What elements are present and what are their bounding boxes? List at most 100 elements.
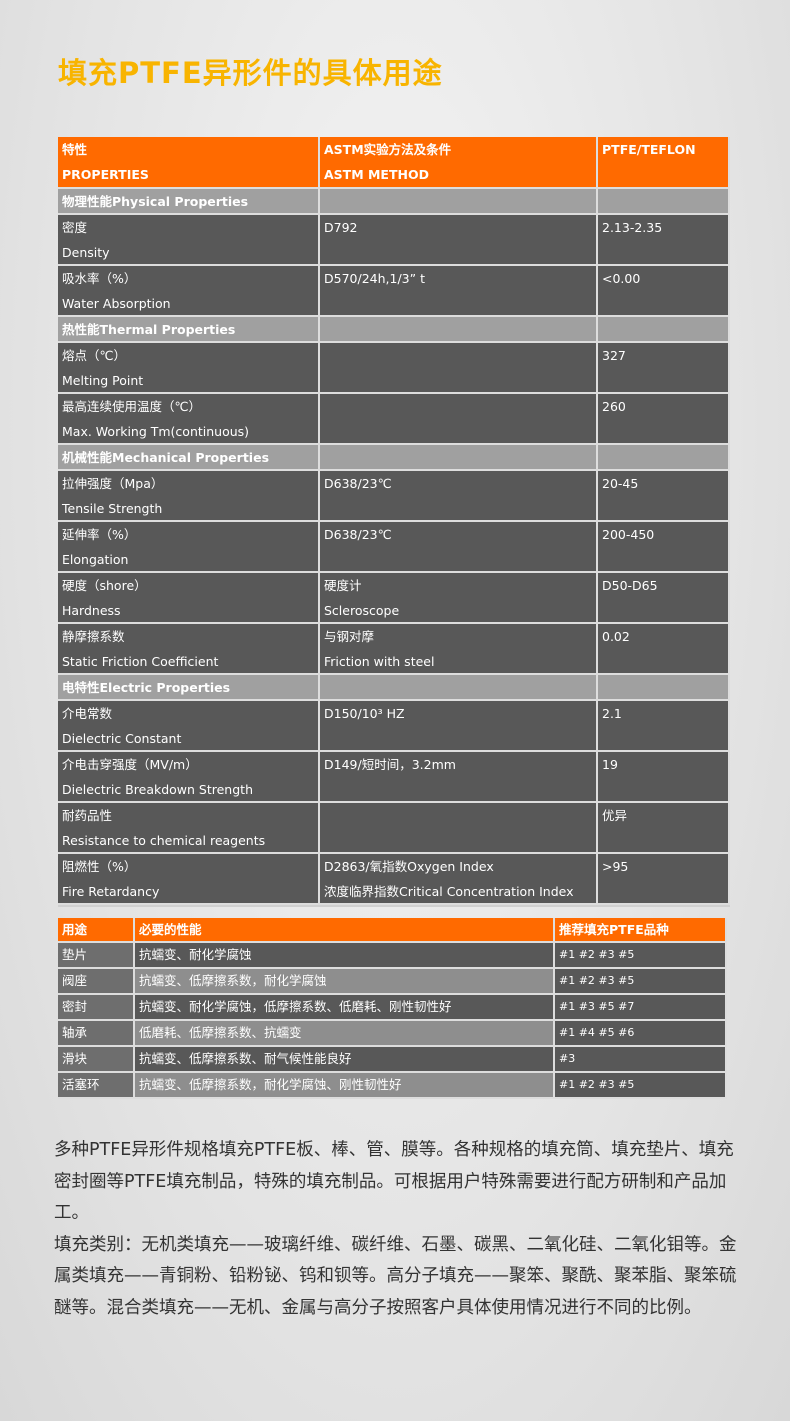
data-cell: #1 #3 #5 #7 xyxy=(555,995,727,1021)
data-row: 活塞环 抗蠕变、低摩擦系数，耐化学腐蚀、刚性韧性好 #1 #2 #3 #5 xyxy=(58,1073,727,1099)
data-cell: #3 xyxy=(555,1047,727,1073)
data-cell: >95 xyxy=(598,854,730,905)
cell-text: Fire Retardancy xyxy=(62,884,160,899)
cell-text: D50-D65 xyxy=(602,578,658,593)
cell-text: Hardness xyxy=(62,603,121,618)
data-cell xyxy=(320,803,598,854)
cell-text: 硬度计 xyxy=(324,578,362,593)
cell-text: Elongation xyxy=(62,552,129,567)
cell-text: 19 xyxy=(602,757,618,772)
data-row: 轴承 低磨耗、低摩擦系数、抗蠕变 #1 #4 #5 #6 xyxy=(58,1021,727,1047)
data-cell: 0.02 xyxy=(598,624,730,675)
data-cell: #1 #4 #5 #6 xyxy=(555,1021,727,1047)
cell-text: 抗蠕变、耐化学腐蚀 xyxy=(139,947,252,962)
section-row: 机械性能Mechanical Properties xyxy=(58,445,730,471)
cell-text: Water Absorption xyxy=(62,296,171,311)
cell-text: Static Friction Coefficient xyxy=(62,654,219,669)
data-cell: 硬度计 Scleroscope xyxy=(320,573,598,624)
data-cell: #1 #2 #3 #5 xyxy=(555,1073,727,1099)
header-text: PROPERTIES xyxy=(62,167,149,182)
data-cell: 密度 Density xyxy=(58,215,320,266)
paragraph: 多种PTFE异形件规格填充PTFE板、棒、管、膜等。各种规格的填充筒、填充垫片、… xyxy=(54,1140,734,1223)
data-cell: 拉伸强度（Mpa） Tensile Strength xyxy=(58,471,320,522)
data-cell: 垫片 xyxy=(58,943,135,969)
data-cell: D149/短时间，3.2mm xyxy=(320,752,598,803)
section-title: 电特性Electric Properties xyxy=(62,680,231,695)
cell-text: 浓度临界指数Critical Concentration Index xyxy=(324,884,574,899)
data-cell: #1 #2 #3 #5 xyxy=(555,969,727,995)
cell-text: 密封 xyxy=(62,999,88,1014)
cell-text: #1 #2 #3 #5 xyxy=(559,948,635,961)
data-cell: 硬度（shore） Hardness xyxy=(58,573,320,624)
data-cell: 200-450 xyxy=(598,522,730,573)
data-cell: 抗蠕变、耐化学腐蚀 xyxy=(135,943,555,969)
section-cell xyxy=(320,317,598,343)
paragraph: 填充类别：无机类填充——玻璃纤维、碳纤维、石墨、碳黑、二氧化硅、二氧化钼等。金属… xyxy=(54,1234,737,1318)
header-cell: ASTM实验方法及条件 ASTM METHOD xyxy=(320,137,598,189)
section-cell xyxy=(598,675,730,701)
header-text: 特性 xyxy=(62,142,88,157)
cell-text: D149/短时间，3.2mm xyxy=(324,757,456,772)
cell-text: 活塞环 xyxy=(62,1077,100,1092)
data-cell: <0.00 xyxy=(598,266,730,317)
section-cell: 电特性Electric Properties xyxy=(58,675,320,701)
data-cell: 2.13-2.35 xyxy=(598,215,730,266)
data-cell: D2863/氧指数Oxygen Index 浓度临界指数Critical Conc… xyxy=(320,854,598,905)
data-cell: 耐药品性 Resistance to chemical reagents xyxy=(58,803,320,854)
cell-text: 最高连续使用温度（℃） xyxy=(62,399,202,414)
section-cell: 机械性能Mechanical Properties xyxy=(58,445,320,471)
section-title: 热性能Thermal Properties xyxy=(62,322,236,337)
header-cell: PTFE/TEFLON xyxy=(598,137,730,189)
properties-table: 特性 PROPERTIES ASTM实验方法及条件 ASTM METHOD PTFE/T… xyxy=(58,137,730,907)
cell-text: D150/10³ HZ xyxy=(324,706,405,721)
cell-text: 260 xyxy=(602,399,626,414)
cell-text: 延伸率（%） xyxy=(62,527,137,542)
cell-text: Dielectric Breakdown Strength xyxy=(62,782,253,797)
header-cell: 特性 PROPERTIES xyxy=(58,137,320,189)
data-row: 延伸率（%） Elongation D638/23℃ 200-450 xyxy=(58,522,730,573)
cell-text: 滑块 xyxy=(62,1051,88,1066)
data-cell: 延伸率（%） Elongation xyxy=(58,522,320,573)
section-title: 物理性能Physical Properties xyxy=(62,194,249,209)
description: 多种PTFE异形件规格填充PTFE板、棒、管、膜等。各种规格的填充筒、填充垫片、… xyxy=(54,1135,738,1324)
data-row: 密度 Density D792 2.13-2.35 xyxy=(58,215,730,266)
data-cell: 抗蠕变、低摩擦系数、耐气候性能良好 xyxy=(135,1047,555,1073)
data-cell: 327 xyxy=(598,343,730,394)
filler-table: 用途 必要的性能 推荐填充PTFE品种 垫片 抗蠕变、耐化学腐蚀 #1 #2 #3 #5 阀… xyxy=(58,918,727,1099)
data-cell: 密封 xyxy=(58,995,135,1021)
cell-text: 优异 xyxy=(602,808,628,823)
section-cell: 热性能Thermal Properties xyxy=(58,317,320,343)
header-row: 特性 PROPERTIES ASTM实验方法及条件 ASTM METHOD PTFE/T… xyxy=(58,137,730,189)
data-cell: 介电击穿强度（MV/m） Dielectric Breakdown Strengt… xyxy=(58,752,320,803)
data-cell xyxy=(320,394,598,445)
cell-text: 吸水率（%） xyxy=(62,271,137,286)
data-cell: 优异 xyxy=(598,803,730,854)
cell-text: 20-45 xyxy=(602,476,639,491)
data-cell: 与钢对摩 Friction with steel xyxy=(320,624,598,675)
data-row: 熔点（℃） Melting Point 327 xyxy=(58,343,730,394)
cell-text: #1 #4 #5 #6 xyxy=(559,1026,635,1039)
cell-text: 抗蠕变、耐化学腐蚀，低摩擦系数、低磨耗、刚性韧性好 xyxy=(139,999,452,1014)
cell-text: #1 #2 #3 #5 xyxy=(559,974,635,987)
cell-text: Resistance to chemical reagents xyxy=(62,833,266,848)
data-cell: 低磨耗、低摩擦系数、抗蠕变 xyxy=(135,1021,555,1047)
page-title: 填充PTFE异形件的具体用途 xyxy=(58,56,443,90)
data-cell: 介电常数 Dielectric Constant xyxy=(58,701,320,752)
data-cell: 最高连续使用温度（℃） Max. Working Tm(continuous) xyxy=(58,394,320,445)
data-cell: 抗蠕变、低摩擦系数，耐化学腐蚀 xyxy=(135,969,555,995)
cell-text: 介电常数 xyxy=(62,706,113,721)
section-cell xyxy=(320,189,598,215)
data-row: 硬度（shore） Hardness 硬度计 Scleroscope D50-D65 xyxy=(58,573,730,624)
cell-text: Tensile Strength xyxy=(62,501,163,516)
cell-text: 抗蠕变、低摩擦系数，耐化学腐蚀、刚性韧性好 xyxy=(139,1077,402,1092)
cell-text: D570/24h,1/3” t xyxy=(324,271,425,286)
data-cell: 静摩擦系数 Static Friction Coefficient xyxy=(58,624,320,675)
data-cell: 活塞环 xyxy=(58,1073,135,1099)
data-cell: 260 xyxy=(598,394,730,445)
cell-text: Melting Point xyxy=(62,373,144,388)
header-cell: 用途 xyxy=(58,918,135,943)
cell-text: 2.1 xyxy=(602,706,622,721)
data-cell: #1 #2 #3 #5 xyxy=(555,943,727,969)
cell-text: >95 xyxy=(602,859,629,874)
